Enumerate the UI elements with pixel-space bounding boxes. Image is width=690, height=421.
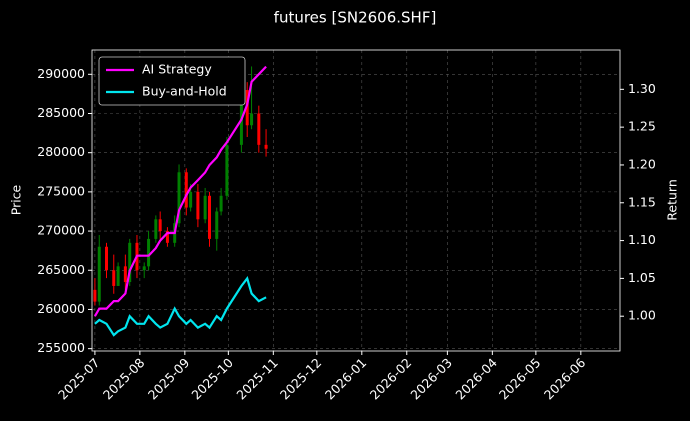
y2-tick-label: 1.00: [628, 308, 656, 323]
y-tick-label: 275000: [37, 183, 85, 198]
y-tick-label: 290000: [37, 66, 85, 81]
candle-body: [207, 195, 211, 239]
legend-label: Buy-and-Hold: [142, 84, 227, 99]
candle-body: [97, 246, 101, 302]
y-tick-label: 270000: [37, 223, 85, 238]
y-tick-label: 265000: [37, 262, 85, 277]
y2-tick-label: 1.20: [628, 156, 656, 171]
candle-body: [257, 113, 261, 145]
candle-body: [158, 219, 162, 232]
y2-tick-label: 1.25: [628, 119, 656, 134]
candle-body: [196, 191, 200, 220]
y-tick-label: 260000: [37, 301, 85, 316]
legend-box: [98, 56, 246, 106]
candle-body: [116, 266, 120, 286]
y2-tick-label: 1.10: [628, 232, 656, 247]
candle-body: [165, 231, 169, 243]
candle-body: [147, 238, 151, 267]
candle-body: [128, 242, 132, 283]
chart-title: futures [SN2606.SHF]: [274, 9, 437, 27]
candle-body: [177, 172, 181, 224]
y2-axis-label: Return: [665, 179, 680, 220]
series-line: [93, 65, 267, 317]
candle-body: [105, 246, 109, 271]
y2-tick-label: 1.05: [628, 270, 656, 285]
legend-label: AI Strategy: [142, 62, 212, 77]
candle-body: [250, 113, 254, 126]
candle-body: [93, 289, 97, 302]
candle-body: [154, 219, 158, 239]
candle-body: [215, 211, 219, 239]
candle-body: [264, 144, 268, 149]
candle-body: [142, 266, 146, 271]
candle-body: [219, 195, 223, 212]
candle-body: [123, 266, 127, 283]
series-line: [94, 276, 267, 337]
y-tick-label: 255000: [37, 340, 85, 355]
y2-tick-label: 1.15: [628, 194, 656, 209]
candle-body: [203, 195, 207, 220]
y-tick-label: 280000: [37, 144, 85, 159]
candle-body: [184, 172, 188, 208]
y2-tick-label: 1.30: [628, 81, 656, 96]
y-axis-label: Price: [9, 184, 24, 215]
plot-frame: [91, 49, 621, 352]
y-tick-label: 285000: [37, 105, 85, 120]
candle-body: [245, 89, 249, 126]
candle-body: [112, 270, 116, 286]
candle-body: [225, 144, 229, 196]
candle-body: [189, 191, 193, 208]
